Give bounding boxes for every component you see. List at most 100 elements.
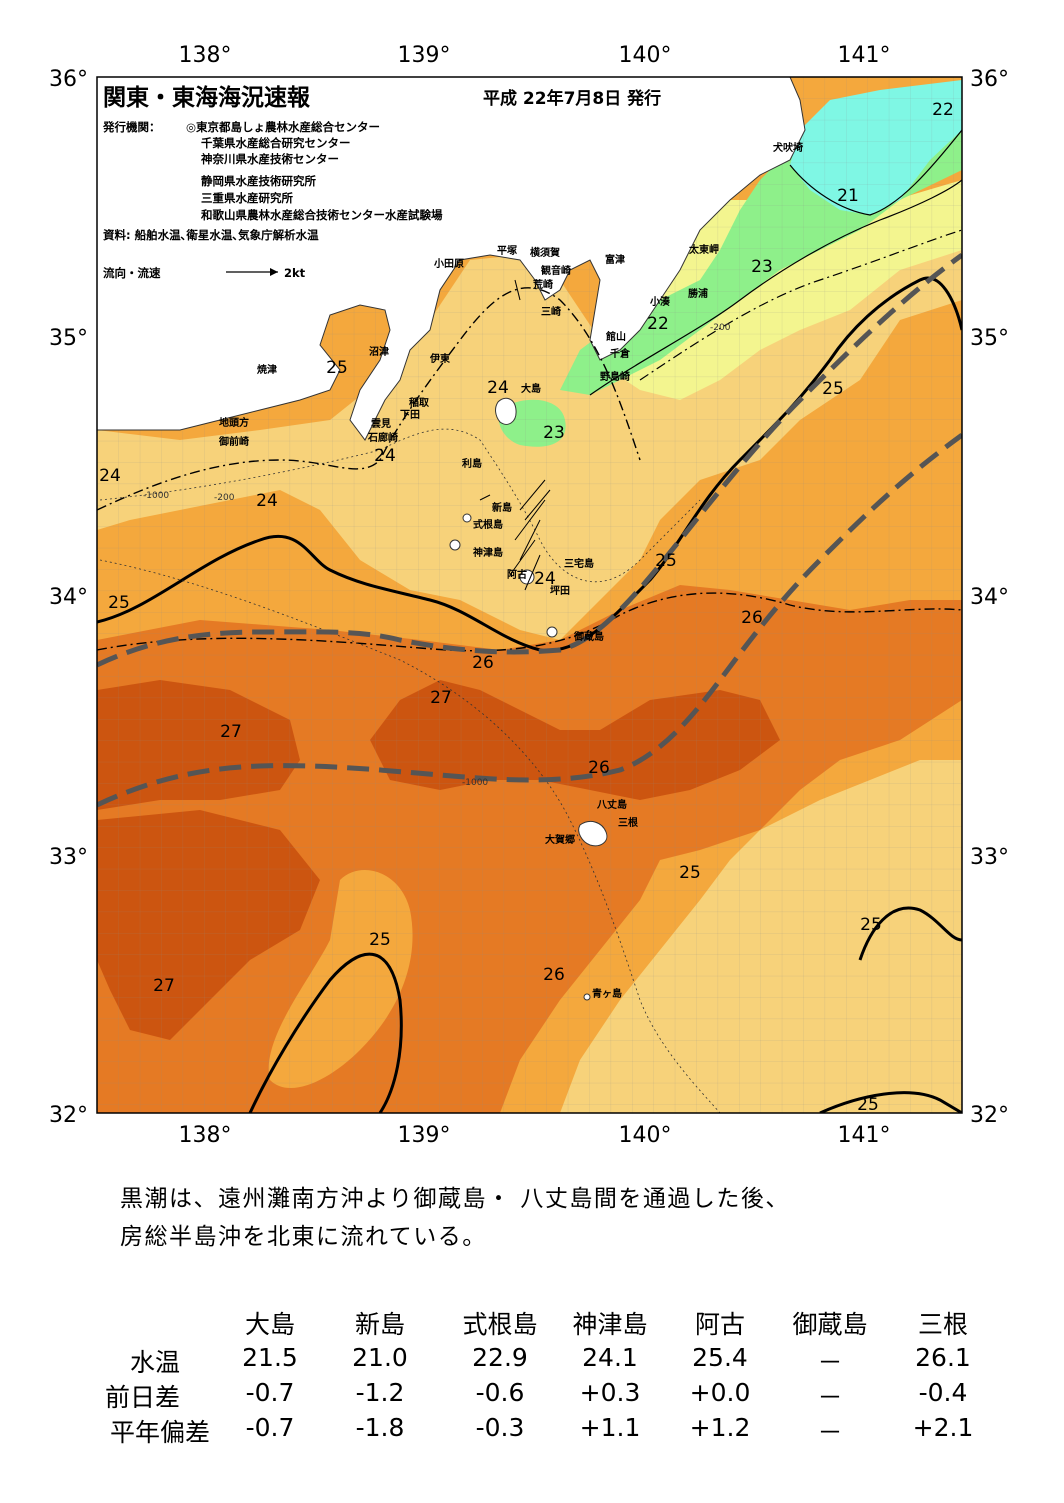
depth-label: -200 bbox=[710, 323, 731, 333]
iso-label: 22 bbox=[647, 314, 669, 334]
data-source: 資料: 船舶水温､衛星水温､気象庁解析水温 bbox=[103, 228, 319, 242]
depth-contour-200 bbox=[99, 428, 701, 583]
iso-label: 24 bbox=[487, 378, 509, 398]
col-header: 新島 bbox=[354, 1310, 405, 1339]
isotherm-25-sw bbox=[248, 952, 403, 1113]
place-yaizu: 焼津 bbox=[257, 363, 277, 376]
place-niijima: 新島 bbox=[492, 501, 512, 514]
place-ako: 阿古 bbox=[507, 568, 527, 581]
place-tateyama: 館山 bbox=[605, 330, 626, 343]
land-niijima bbox=[462, 513, 472, 523]
cell: +2.1 bbox=[912, 1413, 974, 1442]
land-aogashima bbox=[583, 993, 591, 1001]
place-labels: 犬吠埼 太東岬 勝浦 小湊 館山 千倉 野島崎 富津 横須賀 観音崎 荒崎 三崎… bbox=[218, 141, 803, 1000]
cell: － bbox=[817, 1348, 843, 1377]
cell: 21.0 bbox=[352, 1343, 408, 1372]
place-jitogata: 地頭方 bbox=[219, 416, 249, 429]
legend-scale: 2kt bbox=[284, 266, 306, 280]
iso-label: 23 bbox=[543, 423, 565, 443]
col-header: 阿古 bbox=[694, 1310, 745, 1339]
cell: -0.7 bbox=[245, 1378, 295, 1407]
place-futtsu: 富津 bbox=[605, 253, 625, 266]
lat-label-32-left: 32° bbox=[49, 1103, 88, 1128]
agency-label: 発行機関： bbox=[102, 120, 161, 134]
iso-label: 27 bbox=[430, 688, 452, 708]
isotherm-21 bbox=[789, 129, 962, 216]
isotherm-25-bottom bbox=[819, 1091, 962, 1113]
iso-label: 22 bbox=[932, 100, 954, 120]
current-arrows bbox=[479, 279, 551, 591]
cell: -1.2 bbox=[355, 1378, 405, 1407]
lat-label-34-right: 34° bbox=[970, 585, 1009, 610]
iso-label: 26 bbox=[472, 653, 494, 673]
iso-label: 25 bbox=[860, 915, 882, 935]
land-hachijo bbox=[578, 821, 608, 847]
depth-labels: -200 -1000 -1000 -200 bbox=[143, 323, 731, 788]
place-hiratsuka: 平塚 bbox=[497, 244, 517, 257]
place-inatori: 稲取 bbox=[409, 396, 430, 409]
isotherm-26 bbox=[97, 592, 962, 652]
iso-label: 26 bbox=[588, 758, 610, 778]
iso-label: 25 bbox=[655, 551, 677, 571]
lat-label-33-left: 33° bbox=[49, 845, 88, 870]
place-misaki: 三崎 bbox=[541, 305, 561, 318]
cell: -0.4 bbox=[918, 1378, 968, 1407]
lat-label-33-right: 33° bbox=[970, 845, 1009, 870]
map-title: 関東・東海海況速報 bbox=[103, 84, 311, 111]
land-kozu bbox=[449, 539, 461, 551]
lon-label-140-top: 140° bbox=[619, 43, 672, 68]
place-hachijojima: 八丈島 bbox=[596, 798, 627, 811]
place-kannonzaki: 観音崎 bbox=[541, 264, 571, 277]
col-header: 御蔵島 bbox=[792, 1310, 868, 1339]
row-label-temp: 水温 bbox=[129, 1348, 180, 1377]
place-kominato: 小湊 bbox=[649, 295, 671, 308]
kuroshio-axis-north bbox=[97, 252, 962, 668]
iso-label: 26 bbox=[741, 608, 763, 628]
col-header: 大島 bbox=[244, 1310, 295, 1339]
cell: － bbox=[817, 1383, 843, 1412]
col-header: 三根 bbox=[917, 1310, 968, 1339]
iso-label: 25 bbox=[108, 593, 130, 613]
place-shimoda: 下田 bbox=[400, 409, 420, 421]
place-omaezaki: 御前崎 bbox=[218, 435, 249, 448]
lat-label-36-left: 36° bbox=[49, 67, 88, 92]
issue-date: 平成 22年7月8日 発行 bbox=[483, 88, 661, 109]
iso-label: 21 bbox=[837, 186, 859, 206]
land-kanto bbox=[97, 77, 806, 441]
iso-label: 25 bbox=[369, 930, 391, 950]
cell: -0.3 bbox=[475, 1413, 525, 1442]
place-oshima: 大島 bbox=[521, 382, 541, 395]
place-tsubota: 坪田 bbox=[550, 584, 570, 597]
sea-temperature-map: 138° 139° 140° 141° 138° 139° 140° 141° … bbox=[49, 43, 1009, 1148]
agency-line-2: 千葉県水産総合研究センター bbox=[201, 136, 351, 150]
place-taitomisaki: 太東岬 bbox=[688, 243, 719, 256]
iso-label: 24 bbox=[534, 569, 556, 589]
lon-label-138-top: 138° bbox=[179, 43, 232, 68]
isotherm-22 bbox=[589, 179, 962, 396]
cell: 22.9 bbox=[472, 1343, 528, 1372]
kuroshio-comment: 黒潮は、遠州灘南方沖より御蔵島・ 八丈島間を通過した後、 房総半島沖を北東に流れ… bbox=[95, 1180, 995, 1256]
depth-label: -200 bbox=[214, 493, 235, 503]
lon-label-139-bottom: 139° bbox=[398, 1123, 451, 1148]
station-table: 大島 新島 式根島 神津島 阿古 御蔵島 三根 水温 21.5 21.0 22.… bbox=[0, 1295, 1064, 1495]
place-toshima: 利島 bbox=[462, 457, 482, 470]
cell: 24.1 bbox=[582, 1343, 638, 1372]
lat-label-32-right: 32° bbox=[970, 1103, 1009, 1128]
depth-label: -1000 bbox=[462, 778, 488, 788]
row-label-anomaly: 平年偏差 bbox=[109, 1418, 210, 1447]
lon-label-141-bottom: 141° bbox=[838, 1123, 891, 1148]
land-mikura bbox=[546, 626, 558, 638]
iso-label: 25 bbox=[857, 1095, 879, 1115]
iso-label: 24 bbox=[256, 491, 278, 511]
place-irozaki: 石廊崎 bbox=[367, 431, 398, 444]
lon-label-141-top: 141° bbox=[838, 43, 891, 68]
lat-label-35-right: 35° bbox=[970, 326, 1009, 351]
iso-label: 24 bbox=[99, 466, 121, 486]
iso-label: 25 bbox=[822, 379, 844, 399]
cell: － bbox=[817, 1418, 843, 1447]
depth-label: -1000 bbox=[143, 491, 169, 501]
place-nojimazaki: 野島崎 bbox=[600, 370, 630, 383]
row-label-daydiff: 前日差 bbox=[104, 1383, 180, 1412]
kuroshio-axis-south bbox=[97, 432, 962, 808]
place-chikura: 千倉 bbox=[610, 347, 631, 360]
